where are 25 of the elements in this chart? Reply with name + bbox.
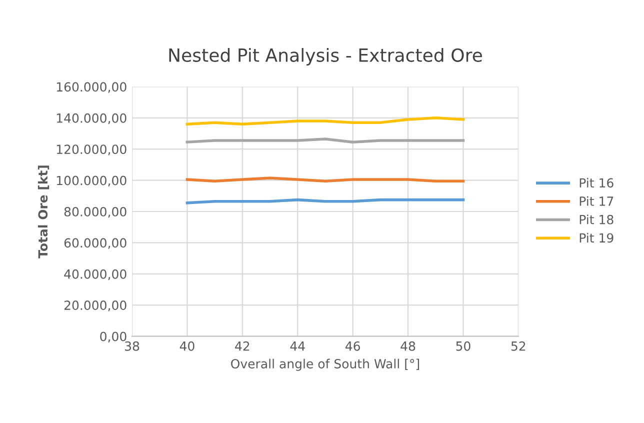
y-tick-label: 140.000,00 <box>56 113 126 124</box>
y-tick-label: 60.000,00 <box>64 238 126 249</box>
y-tick-label: 80.000,00 <box>64 206 126 218</box>
y-tick-label: 20.000,00 <box>64 300 126 312</box>
legend-label: Pit 18 <box>580 214 614 224</box>
y-tick-label: 100.000,00 <box>56 176 126 187</box>
legend-label: Pit 19 <box>580 232 614 243</box>
y-tick-label: 0,00 <box>100 332 126 342</box>
y-tick-label: 40.000,00 <box>64 269 126 280</box>
chart-title: Nested Pit Analysis - Extracted Ore <box>169 48 482 66</box>
x-tick-label: 42 <box>235 341 250 351</box>
x-tick-label: 48 <box>400 341 416 351</box>
legend-label: Pit 16 <box>580 178 614 188</box>
line-series <box>186 116 465 126</box>
legend-label: Pit 17 <box>580 196 614 206</box>
x-tick-label: 38 <box>125 341 140 351</box>
y-axis-title: Total Ore [kt] <box>38 166 50 258</box>
y-tick-label: 120.000,00 <box>56 144 126 156</box>
x-tick-label: 50 <box>456 341 470 351</box>
y-tick-label: 160.000,00 <box>56 82 126 93</box>
x-axis-title: Overall angle of South Wall [°] <box>231 358 420 371</box>
x-tick-label: 40 <box>180 341 194 351</box>
x-tick-label: 46 <box>345 341 360 351</box>
x-tick-label: 52 <box>511 341 526 351</box>
x-tick-label: 44 <box>290 342 305 351</box>
